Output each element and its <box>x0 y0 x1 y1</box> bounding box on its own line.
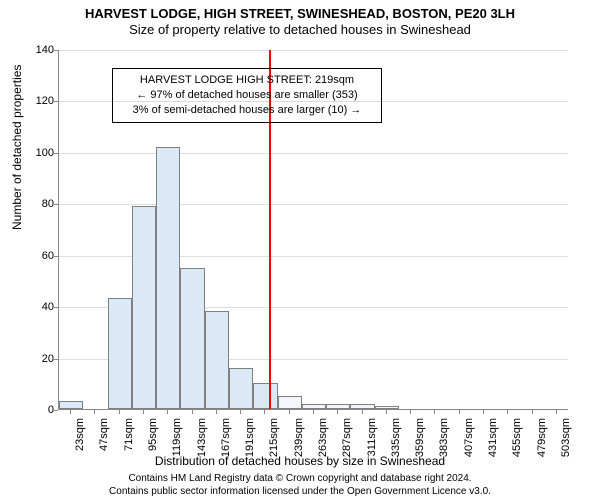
grid-line <box>59 153 568 154</box>
histogram-bar <box>132 206 156 409</box>
x-tick-mark <box>289 410 290 414</box>
x-tick-mark <box>167 410 168 414</box>
y-tick-label: 80 <box>24 198 54 210</box>
histogram-bar <box>253 383 277 409</box>
title-line1: HARVEST LODGE, HIGH STREET, SWINESHEAD, … <box>0 6 600 21</box>
y-tick-mark <box>54 204 58 205</box>
x-tick-mark <box>362 410 363 414</box>
histogram-bar <box>180 268 204 409</box>
histogram-bar <box>59 401 83 409</box>
y-tick-mark <box>54 101 58 102</box>
footer-line2: Contains public sector information licen… <box>0 485 600 498</box>
chart-title: HARVEST LODGE, HIGH STREET, SWINESHEAD, … <box>0 0 600 37</box>
x-tick-mark <box>70 410 71 414</box>
annotation-line: HARVEST LODGE HIGH STREET: 219sqm <box>121 73 373 88</box>
x-axis-label: Distribution of detached houses by size … <box>0 454 600 468</box>
y-tick-label: 20 <box>24 353 54 365</box>
y-tick-label: 0 <box>24 404 54 416</box>
footer-line1: Contains HM Land Registry data © Crown c… <box>0 472 600 485</box>
plot-area: HARVEST LODGE HIGH STREET: 219sqm← 97% o… <box>58 50 568 410</box>
x-tick-mark <box>313 410 314 414</box>
histogram-bar <box>350 404 374 409</box>
x-tick-mark <box>94 410 95 414</box>
x-tick-mark <box>532 410 533 414</box>
title-line2: Size of property relative to detached ho… <box>0 22 600 37</box>
y-tick-label: 40 <box>24 301 54 313</box>
y-axis-label: Number of detached properties <box>10 65 24 230</box>
histogram-bar <box>229 368 253 409</box>
histogram-bar <box>302 404 326 409</box>
y-tick-mark <box>54 50 58 51</box>
x-tick-mark <box>216 410 217 414</box>
chart-footer: Contains HM Land Registry data © Crown c… <box>0 472 600 498</box>
x-tick-mark <box>337 410 338 414</box>
chart-container: HARVEST LODGE, HIGH STREET, SWINESHEAD, … <box>0 0 600 500</box>
x-tick-mark <box>556 410 557 414</box>
y-tick-mark <box>54 359 58 360</box>
x-tick-mark <box>386 410 387 414</box>
histogram-bar <box>156 147 180 409</box>
y-tick-label: 60 <box>24 250 54 262</box>
annotation-line: ← 97% of detached houses are smaller (35… <box>121 88 373 103</box>
grid-line <box>59 50 568 51</box>
annotation-box: HARVEST LODGE HIGH STREET: 219sqm← 97% o… <box>112 68 382 123</box>
y-tick-mark <box>54 410 58 411</box>
y-tick-mark <box>54 256 58 257</box>
histogram-bar <box>108 298 132 409</box>
x-tick-mark <box>119 410 120 414</box>
annotation-line: 3% of semi-detached houses are larger (1… <box>121 103 373 118</box>
x-tick-mark <box>240 410 241 414</box>
histogram-bar <box>205 311 229 409</box>
histogram-bar <box>278 396 302 409</box>
y-tick-mark <box>54 307 58 308</box>
y-tick-label: 100 <box>24 147 54 159</box>
y-tick-label: 120 <box>24 95 54 107</box>
x-tick-mark <box>434 410 435 414</box>
x-tick-mark <box>483 410 484 414</box>
x-tick-mark <box>459 410 460 414</box>
x-tick-mark <box>143 410 144 414</box>
histogram-bar <box>326 404 350 409</box>
x-tick-mark <box>192 410 193 414</box>
histogram-bar <box>375 406 399 409</box>
x-tick-mark <box>507 410 508 414</box>
y-tick-label: 140 <box>24 44 54 56</box>
x-tick-mark <box>410 410 411 414</box>
x-tick-mark <box>264 410 265 414</box>
y-tick-mark <box>54 153 58 154</box>
